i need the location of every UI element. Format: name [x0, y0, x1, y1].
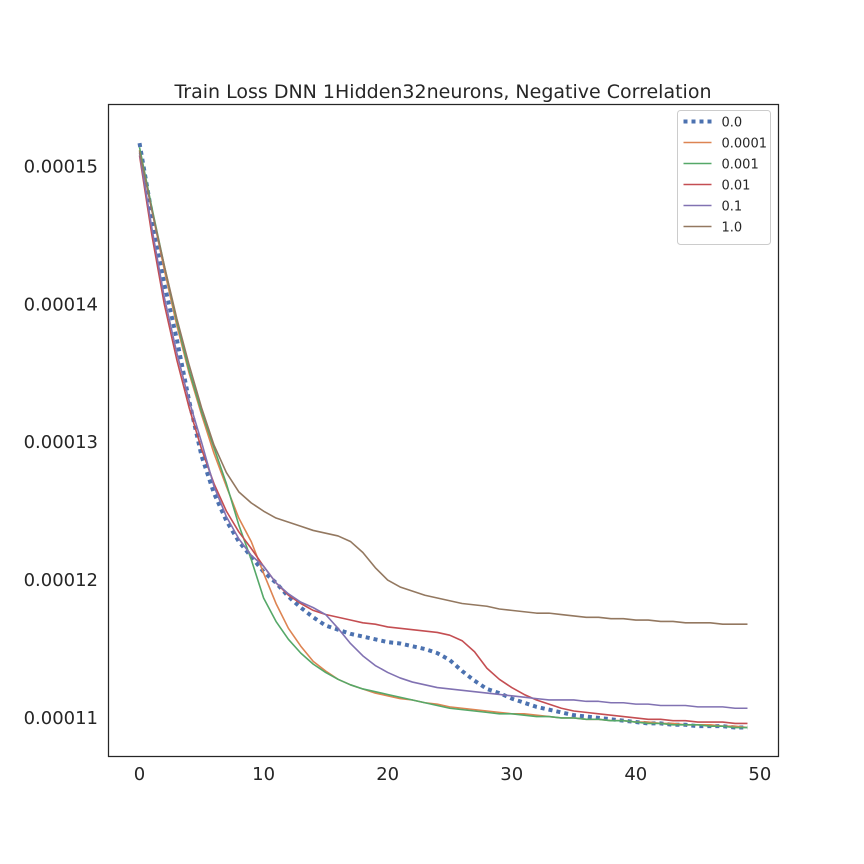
- series-line-5: [138, 151, 748, 625]
- x-tick-label-1: 10: [252, 764, 275, 785]
- legend-label-1: 0.0001: [722, 137, 768, 152]
- chart-title: Train Loss DNN 1Hidden32neurons, Negativ…: [173, 81, 711, 103]
- y-tick-label-2: 0.00013: [24, 432, 98, 453]
- x-tick-label-4: 40: [624, 764, 647, 785]
- legend-box: [677, 110, 771, 245]
- legend-label-4: 0.1: [722, 200, 743, 215]
- legend-label-5: 1.0: [722, 221, 743, 236]
- y-axis-ticks: 0.00011 0.00012 0.00013 0.00014 0.00015: [24, 157, 98, 729]
- plot-frame: [107, 103, 780, 758]
- legend-label-0: 0.0: [722, 116, 743, 131]
- series-line-2: [138, 147, 748, 729]
- legend-label-2: 0.001: [722, 158, 759, 173]
- x-axis-ticks: 0 10 20 30 40 50: [134, 764, 772, 785]
- legend-label-3: 0.01: [722, 179, 751, 194]
- y-tick-label-4: 0.00015: [24, 157, 98, 178]
- legend: 0.0 0.0001 0.001 0.01 0.1 1.0: [677, 110, 771, 245]
- x-tick-label-0: 0: [134, 764, 145, 785]
- series-layer: [137, 142, 748, 730]
- y-tick-label-0: 0.00011: [24, 708, 98, 729]
- x-tick-label-5: 50: [748, 764, 771, 785]
- x-tick-label-3: 30: [500, 764, 523, 785]
- series-line-3: [138, 155, 748, 725]
- y-tick-label-1: 0.00012: [24, 570, 98, 591]
- series-line-4: [138, 152, 748, 710]
- x-tick-label-2: 20: [376, 764, 399, 785]
- series-line-1: [138, 149, 748, 729]
- y-tick-label-3: 0.00014: [24, 294, 98, 315]
